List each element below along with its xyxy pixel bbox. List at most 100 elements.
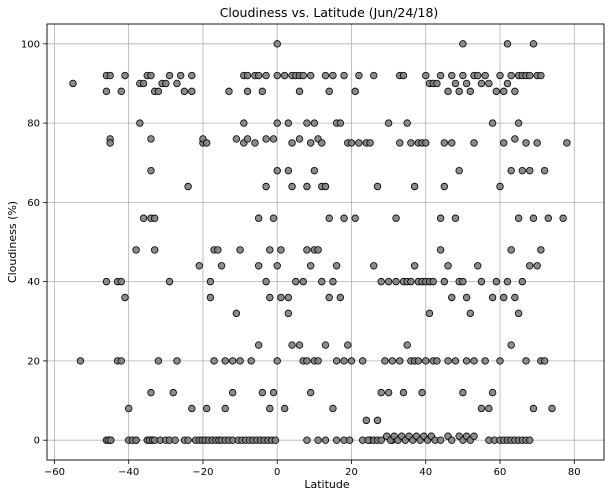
data-point <box>511 135 519 143</box>
data-point <box>336 119 345 127</box>
data-point <box>507 166 515 175</box>
data-point <box>414 357 423 365</box>
data-point <box>117 277 125 286</box>
data-point <box>384 388 393 397</box>
data-point <box>295 341 304 349</box>
data-point <box>340 214 348 222</box>
data-point <box>444 87 452 96</box>
data-point <box>269 135 278 143</box>
y-tick-label: 80 <box>27 119 40 130</box>
data-point <box>444 262 452 270</box>
data-point <box>481 357 489 365</box>
data-point <box>121 71 129 80</box>
data-point <box>280 71 289 80</box>
data-point <box>340 357 348 365</box>
data-point <box>206 293 215 302</box>
data-point <box>518 166 527 175</box>
data-point <box>410 182 419 191</box>
data-point <box>154 357 163 365</box>
data-point <box>303 246 311 254</box>
data-point <box>529 214 538 222</box>
data-point <box>399 71 408 80</box>
data-point <box>273 40 281 48</box>
data-point <box>258 87 267 96</box>
data-point <box>370 262 378 270</box>
data-point <box>503 40 512 48</box>
data-point <box>455 87 463 96</box>
x-tick-label: 20 <box>345 467 358 478</box>
data-point <box>232 135 241 143</box>
data-point <box>284 293 293 302</box>
data-point <box>318 277 326 286</box>
data-point <box>139 79 148 88</box>
data-point <box>537 71 545 80</box>
data-point <box>262 135 270 143</box>
data-point <box>503 79 512 88</box>
data-point <box>396 357 404 365</box>
data-point <box>347 139 356 147</box>
data-point <box>488 388 497 397</box>
y-tick-label: 60 <box>27 198 40 209</box>
data-point <box>436 214 445 222</box>
data-point <box>277 246 285 254</box>
data-point <box>117 87 125 96</box>
data-point <box>102 277 111 286</box>
data-point <box>273 357 281 365</box>
data-point <box>377 388 385 397</box>
data-point <box>436 246 445 254</box>
data-point <box>266 246 274 254</box>
data-point <box>503 277 512 286</box>
data-point <box>147 71 155 80</box>
data-point <box>485 404 493 413</box>
data-point <box>280 404 289 413</box>
data-point <box>366 139 374 147</box>
x-tick-label: −60 <box>44 467 65 478</box>
data-point <box>147 388 155 397</box>
data-point <box>373 416 382 425</box>
data-point <box>221 404 229 413</box>
data-point <box>184 182 192 191</box>
axes-frame <box>46 23 605 461</box>
data-point <box>526 436 534 444</box>
data-point <box>370 71 378 80</box>
data-point <box>496 182 504 191</box>
data-point <box>459 388 467 397</box>
data-point <box>273 71 281 80</box>
data-point <box>381 357 389 365</box>
data-point <box>150 246 159 254</box>
data-point <box>325 214 333 222</box>
data-point <box>210 357 218 365</box>
data-point <box>254 71 263 80</box>
y-tick-label: 100 <box>21 39 40 50</box>
data-point <box>500 87 508 96</box>
data-point <box>384 277 393 286</box>
data-point <box>169 388 177 397</box>
data-point <box>321 182 330 191</box>
data-point <box>107 436 115 444</box>
x-tick-label: −40 <box>118 467 139 478</box>
data-point <box>303 119 311 127</box>
y-tick-label: 0 <box>34 436 40 447</box>
data-point <box>355 139 363 147</box>
data-point <box>522 139 530 147</box>
data-point <box>321 341 330 349</box>
data-point <box>436 71 445 80</box>
data-point <box>202 404 211 413</box>
data-point <box>496 71 504 80</box>
data-point <box>332 436 341 444</box>
data-point <box>102 87 111 96</box>
data-point <box>433 357 441 365</box>
data-point <box>466 87 475 96</box>
data-point <box>422 139 430 147</box>
data-point <box>69 79 77 88</box>
data-point <box>422 71 430 80</box>
data-point <box>117 357 125 365</box>
data-point <box>232 309 241 318</box>
data-point <box>392 214 400 222</box>
data-point <box>314 436 322 444</box>
data-point <box>262 277 270 286</box>
data-point <box>526 166 534 175</box>
data-point <box>173 357 181 365</box>
data-point <box>507 71 515 80</box>
data-point <box>299 71 307 80</box>
